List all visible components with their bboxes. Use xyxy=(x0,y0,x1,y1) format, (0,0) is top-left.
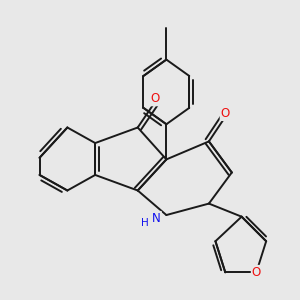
Text: O: O xyxy=(252,266,261,279)
Text: H: H xyxy=(141,218,149,228)
Text: N: N xyxy=(152,212,161,225)
Text: O: O xyxy=(150,92,160,105)
Text: O: O xyxy=(220,107,230,120)
